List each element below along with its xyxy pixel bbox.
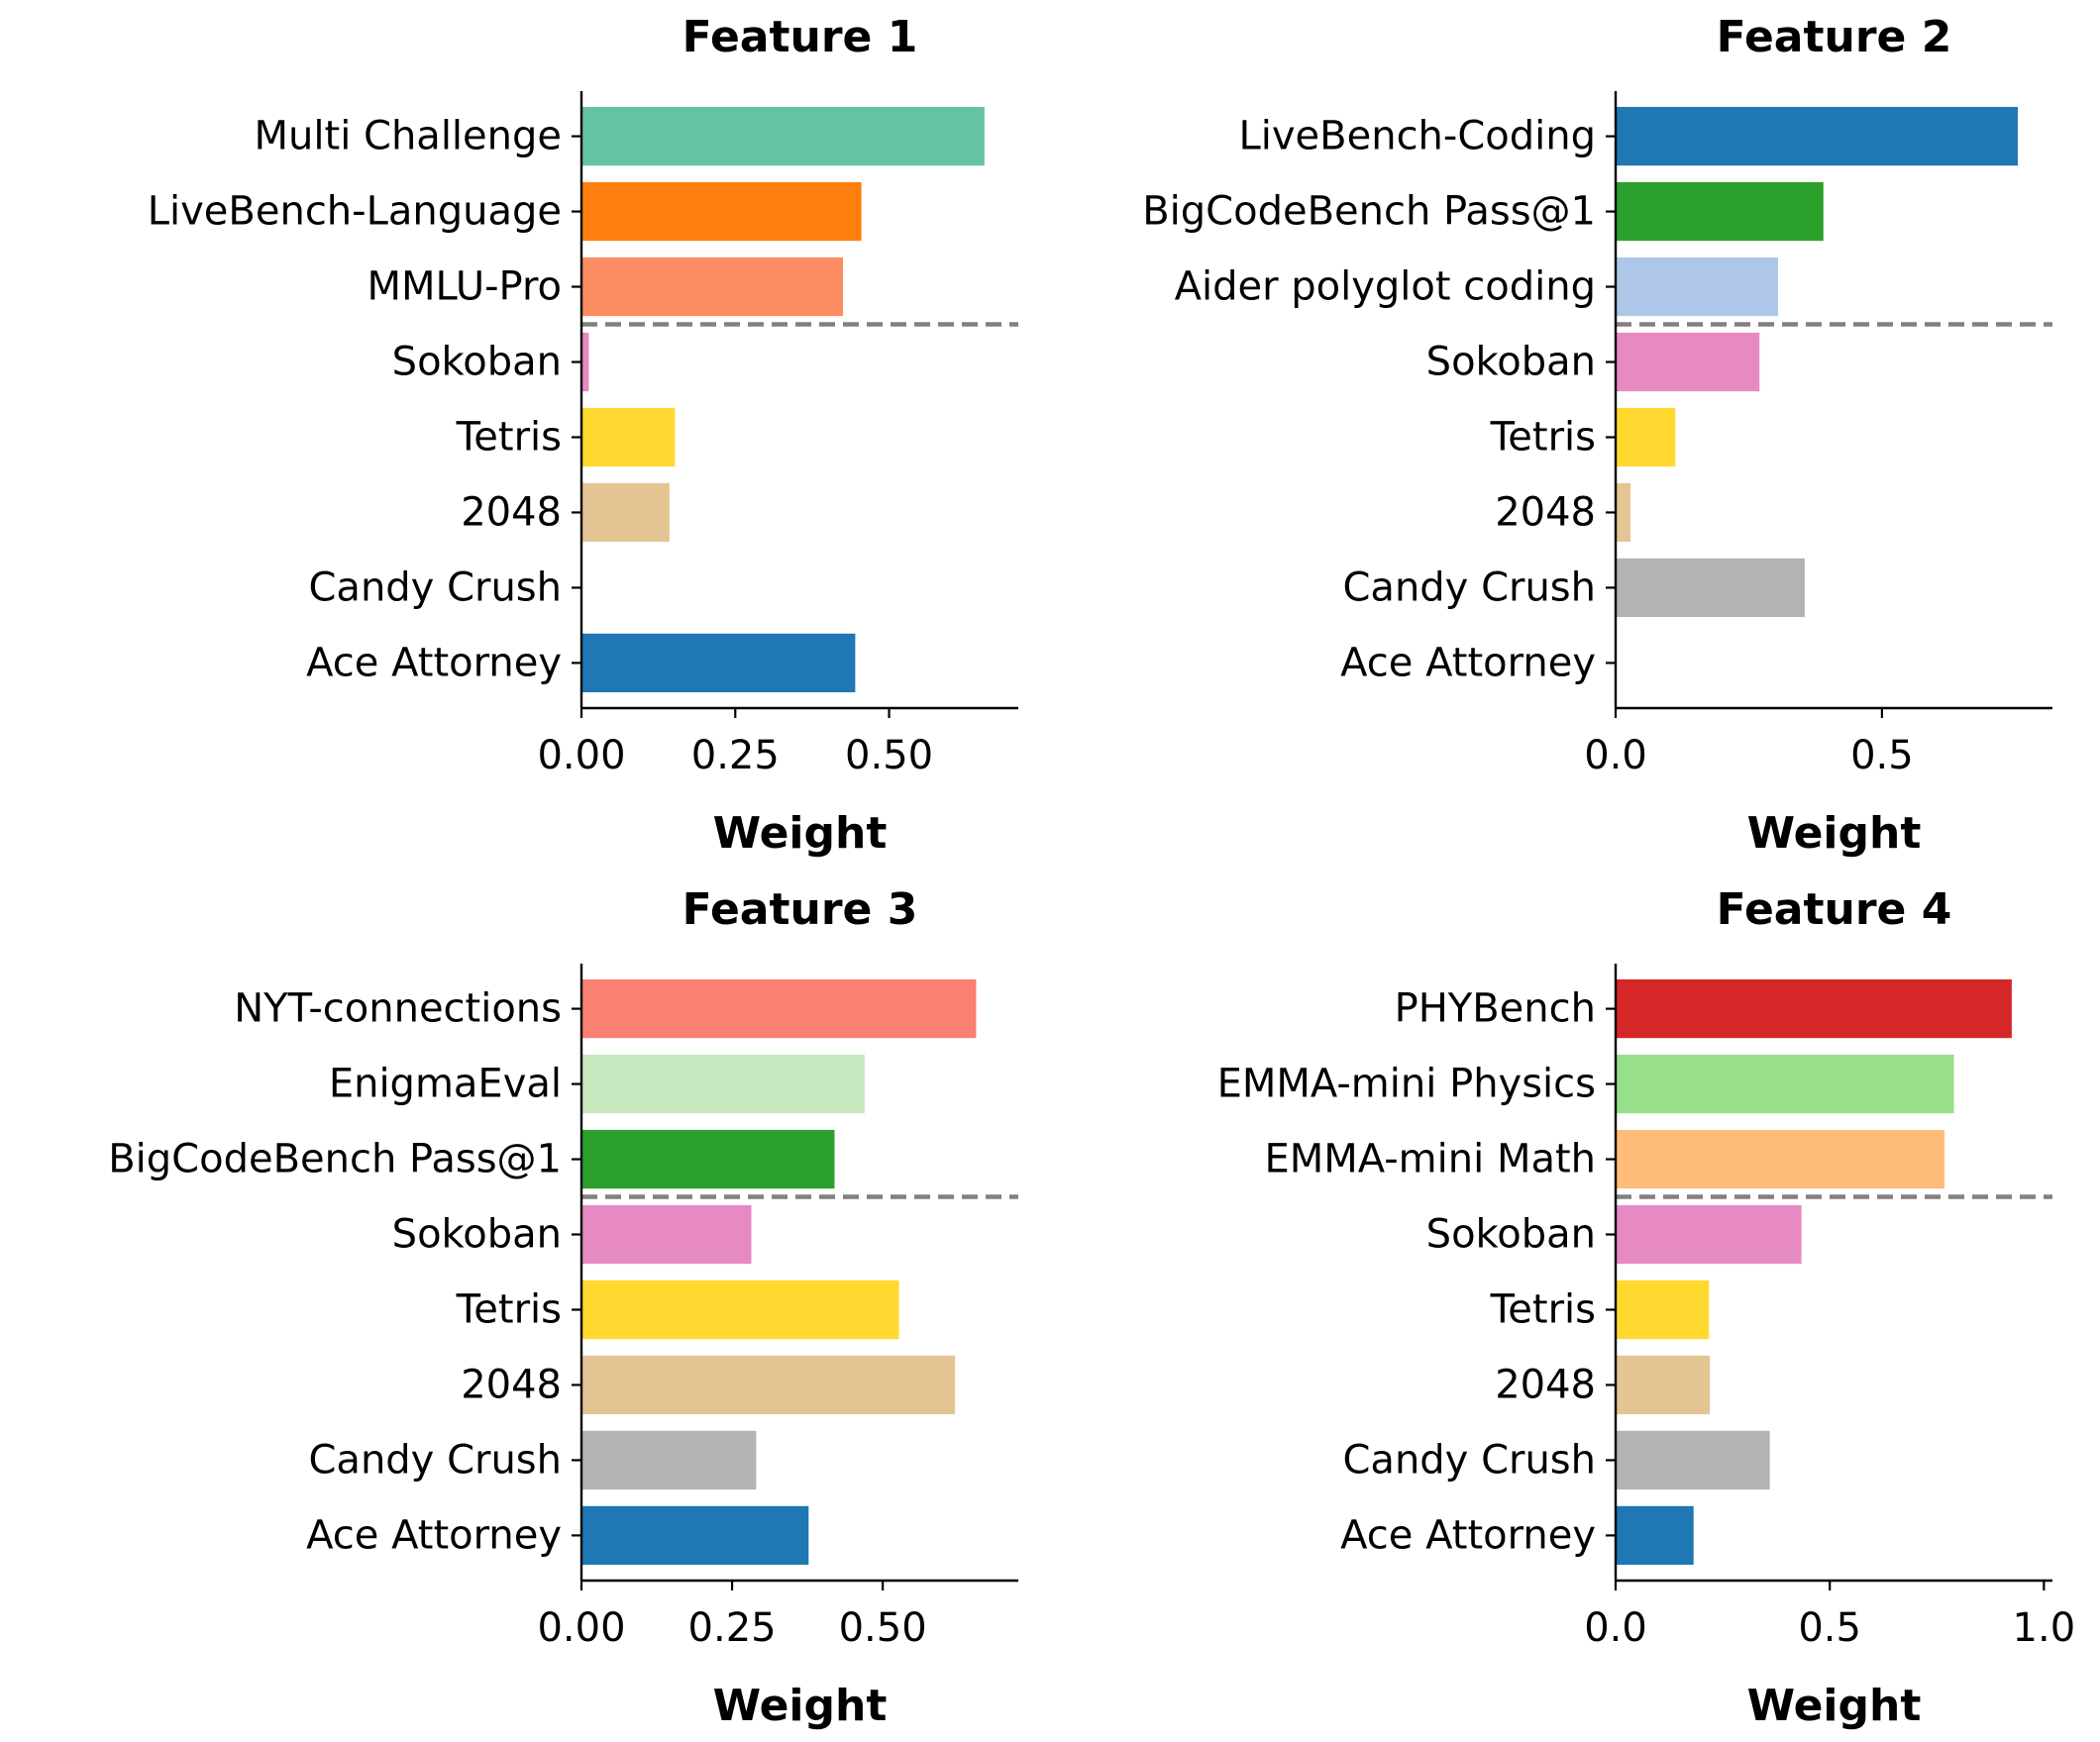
y-tick-label: Sokoban xyxy=(392,1212,562,1258)
x-tick-label: 0.5 xyxy=(1850,733,1914,778)
y-tick-label: Sokoban xyxy=(1426,340,1596,385)
bar-2048 xyxy=(581,1355,956,1415)
bar-ace-attorney xyxy=(581,633,856,693)
y-tick-label: Sokoban xyxy=(392,340,562,385)
bar-sokoban xyxy=(581,332,589,392)
y-tick-label: BigCodeBench Pass@1 xyxy=(1142,189,1596,235)
y-tick-label: EMMA-mini Physics xyxy=(1217,1062,1596,1107)
bar-sokoban xyxy=(581,1204,752,1265)
bar-ace-attorney xyxy=(581,1505,809,1566)
x-axis-label: Weight xyxy=(713,1681,888,1731)
bar-livebench-coding xyxy=(1616,106,2019,166)
y-tick-label: Multi Challenge xyxy=(255,114,562,159)
bar-sokoban xyxy=(1616,332,1760,392)
y-tick-label: 2048 xyxy=(1495,1362,1596,1407)
chart-title: Feature 1 xyxy=(682,12,918,62)
y-tick-label: EMMA-mini Math xyxy=(1264,1137,1596,1182)
bar-tetris xyxy=(581,407,676,467)
y-tick-label: Tetris xyxy=(1490,414,1596,460)
x-tick-label: 0.00 xyxy=(537,733,625,778)
panel-feature-4: Feature 4 PHYBench EMMA-mini Physics EMMA-m… xyxy=(1217,884,2076,1731)
y-tick-label: Candy Crush xyxy=(309,1437,563,1483)
bar-tetris xyxy=(1616,407,1676,467)
bar-mmlu-pro xyxy=(581,256,843,317)
x-axis-label: Weight xyxy=(1747,808,1922,859)
bar-multi-challenge xyxy=(581,106,985,166)
bar-ace-attorney xyxy=(1616,1505,1694,1566)
x-tick-label: 0.50 xyxy=(845,733,933,778)
y-tick-label: LiveBench-Language xyxy=(148,189,562,235)
y-tick-label: Tetris xyxy=(1490,1286,1596,1332)
bar-emma-mini-physics xyxy=(1616,1054,1954,1114)
bar-phybench xyxy=(1616,978,2012,1039)
y-tick-label: Ace Attorney xyxy=(1340,640,1596,685)
panel-feature-2: Feature 2 LiveBench-Coding BigCodeBench Pa… xyxy=(1142,12,2052,859)
bar-nyt-connections xyxy=(581,978,977,1039)
panel-feature-3: Feature 3 NYT-connections EnigmaEval BigCod… xyxy=(108,884,1018,1731)
bar-aider-polyglot-coding xyxy=(1616,256,1779,317)
bar-candy-crush xyxy=(1616,1430,1770,1490)
x-axis-label: Weight xyxy=(1747,1681,1922,1731)
y-tick-label: Candy Crush xyxy=(309,564,563,610)
bar-candy-crush xyxy=(1616,558,1805,618)
y-tick-label: Tetris xyxy=(456,1286,562,1332)
y-tick-label: Aider polyglot coding xyxy=(1175,264,1596,310)
bar-sokoban xyxy=(1616,1204,1802,1265)
bar-2048 xyxy=(1616,1355,1711,1415)
y-tick-label: NYT-connections xyxy=(234,986,562,1032)
x-tick-label: 1.0 xyxy=(2013,1605,2076,1651)
x-tick-label: 0.0 xyxy=(1584,733,1647,778)
bar-bigcodebench-pass-1 xyxy=(1616,181,1824,242)
y-tick-label: Ace Attorney xyxy=(306,640,562,685)
bar-emma-mini-math xyxy=(1616,1129,1945,1189)
chart-title: Feature 4 xyxy=(1717,884,1952,935)
y-tick-label: PHYBench xyxy=(1395,986,1596,1032)
chart-title: Feature 2 xyxy=(1717,12,1952,62)
y-tick-label: 2048 xyxy=(461,1362,562,1407)
bar-livebench-language xyxy=(581,181,862,242)
x-tick-label: 0.0 xyxy=(1584,1605,1647,1651)
bar-2048 xyxy=(1616,482,1631,543)
x-tick-label: 0.50 xyxy=(839,1605,927,1651)
x-tick-label: 0.25 xyxy=(688,1605,777,1651)
bar-bigcodebench-pass-1 xyxy=(581,1129,835,1189)
x-axis-label: Weight xyxy=(713,808,888,859)
y-tick-label: LiveBench-Coding xyxy=(1238,114,1596,159)
y-tick-label: Sokoban xyxy=(1426,1212,1596,1258)
bar-candy-crush xyxy=(581,1430,757,1490)
y-tick-label: Tetris xyxy=(456,414,562,460)
bar-enigmaeval xyxy=(581,1054,865,1114)
y-tick-label: Candy Crush xyxy=(1343,1437,1597,1483)
x-tick-label: 0.5 xyxy=(1798,1605,1861,1651)
panel-feature-1: Feature 1 Multi Challenge LiveBench-Langua… xyxy=(148,12,1018,859)
y-tick-label: Ace Attorney xyxy=(1340,1512,1596,1558)
bar-tetris xyxy=(1616,1280,1710,1340)
y-tick-label: EnigmaEval xyxy=(329,1062,562,1107)
bar-2048 xyxy=(581,482,670,543)
x-tick-label: 0.00 xyxy=(537,1605,625,1651)
bar-tetris xyxy=(581,1280,899,1340)
chart-title: Feature 3 xyxy=(682,884,918,935)
y-tick-label: 2048 xyxy=(461,489,562,535)
x-tick-label: 0.25 xyxy=(691,733,780,778)
y-tick-label: 2048 xyxy=(1495,489,1596,535)
y-tick-label: Ace Attorney xyxy=(306,1512,562,1558)
y-tick-label: MMLU-Pro xyxy=(368,264,562,310)
y-tick-label: Candy Crush xyxy=(1343,564,1597,610)
y-tick-label: BigCodeBench Pass@1 xyxy=(108,1137,562,1182)
